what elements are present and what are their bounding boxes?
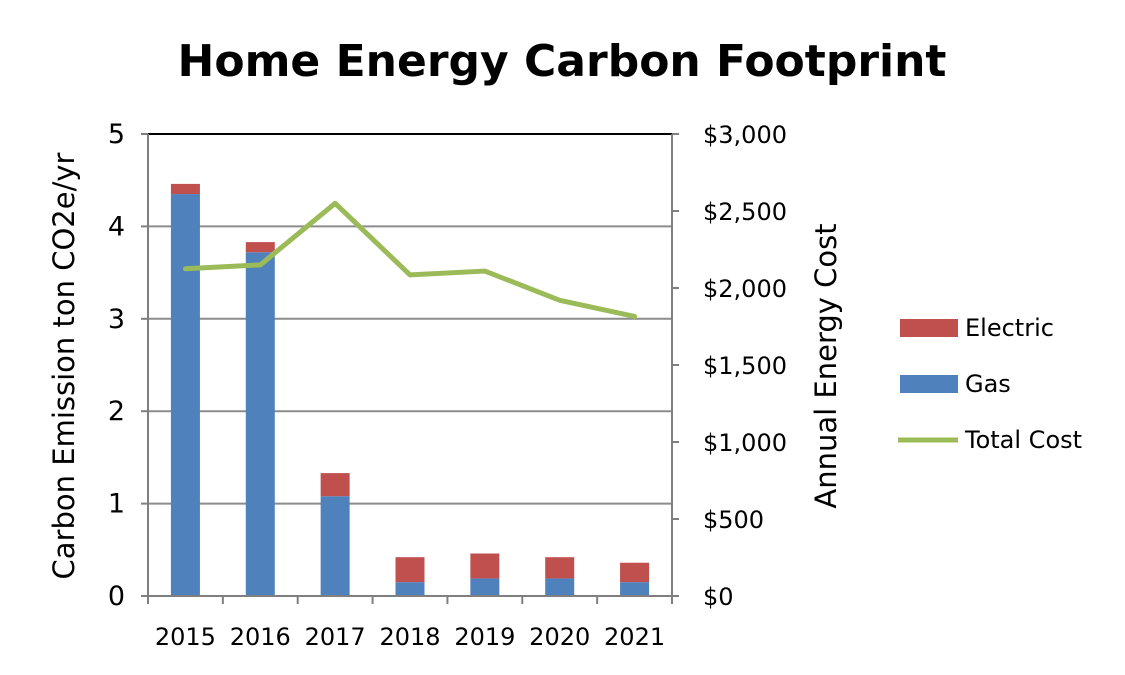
y-axis-right-label: Annual Energy Cost [809, 223, 843, 508]
bar-gas-2021 [620, 582, 650, 596]
x-tick-label: 2019 [454, 623, 515, 651]
legend-swatch-gas [900, 375, 958, 393]
bar-electric-2018 [395, 557, 425, 583]
y-right-tick-label: $500 [703, 506, 764, 534]
bars [170, 183, 650, 596]
bar-gas-2019 [470, 578, 500, 596]
y-right-tick-label: $1,000 [703, 429, 787, 457]
y-axis-left-label: Carbon Emission ton CO2e/yr [47, 152, 81, 579]
bar-electric-2015 [170, 183, 200, 195]
x-tick-label: 2017 [305, 623, 366, 651]
y-left-tick-label: 5 [108, 119, 125, 150]
y-right-tick-label: $0 [703, 583, 734, 611]
legend-swatch-electric [900, 319, 958, 337]
bar-electric-2017 [320, 473, 350, 497]
bar-electric-2020 [545, 557, 575, 579]
y-left-tick-label: 0 [108, 581, 125, 612]
y-left-tick-label: 3 [108, 304, 125, 335]
bar-electric-2021 [620, 562, 650, 583]
gridlines [148, 133, 672, 505]
y-left-tick-label: 2 [108, 396, 125, 427]
total-cost-line-group [182, 200, 638, 319]
x-tick-label: 2021 [604, 623, 665, 651]
bar-gas-2020 [545, 578, 575, 596]
bar-electric-2019 [470, 553, 500, 579]
x-tick-label: 2018 [379, 623, 440, 651]
y-left-tick-label: 1 [108, 489, 125, 520]
bar-gas-2016 [245, 252, 275, 596]
x-tick-label: 2016 [230, 623, 291, 651]
y-right-tick-label: $1,500 [703, 352, 787, 380]
axes: 0 1 2 3 4 5 $0 $500 $1,000 $1,500 $2,000 $2,500 $3,0… [108, 119, 787, 651]
bar-gas-2018 [395, 582, 425, 596]
legend-label-gas: Gas [965, 370, 1011, 398]
legend-label-total-cost: Total Cost [964, 426, 1082, 454]
chart-title: Home Energy Carbon Footprint [178, 36, 947, 87]
bar-gas-2015 [170, 194, 200, 596]
legend: Electric Gas Total Cost [898, 314, 1082, 454]
x-tick-label: 2015 [155, 623, 216, 651]
y-right-tick-label: $2,000 [703, 275, 787, 303]
bar-electric-2016 [245, 242, 275, 253]
y-right-tick-label: $3,000 [703, 121, 787, 149]
bar-gas-2017 [320, 496, 350, 596]
x-tick-label: 2020 [529, 623, 590, 651]
y-left-tick-label: 4 [108, 211, 125, 242]
y-right-tick-label: $2,500 [703, 198, 787, 226]
legend-label-electric: Electric [965, 314, 1054, 342]
